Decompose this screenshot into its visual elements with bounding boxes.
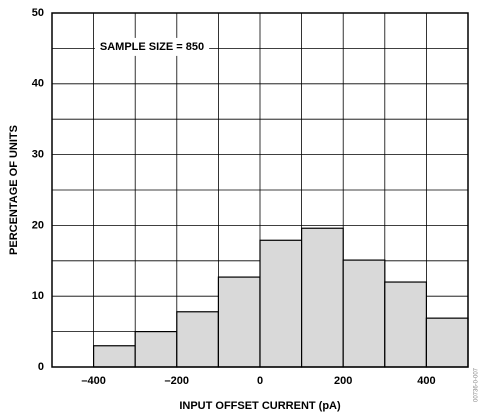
bar: [425, 317, 469, 368]
y-tick-label: 50: [32, 7, 44, 19]
bar: [259, 239, 303, 368]
bar: [134, 331, 178, 368]
y-axis-title: PERCENTAGE OF UNITS: [8, 125, 20, 255]
bar: [301, 227, 344, 368]
annotation-box: [94, 37, 210, 56]
annotation: SAMPLE SIZE = 850: [100, 41, 204, 53]
y-tick-label: 20: [32, 219, 44, 231]
bar: [92, 345, 136, 368]
plot-frame: [51, 12, 469, 368]
x-axis-title: INPUT OFFSET CURRENT (pA): [179, 400, 341, 412]
bar: [176, 311, 220, 368]
x-tick-label: –200: [165, 375, 189, 387]
x-tick-label: 200: [334, 375, 352, 387]
figure-id: 00736-0-007: [474, 367, 480, 402]
y-tick-label: 30: [32, 149, 44, 161]
bar: [384, 281, 427, 368]
y-tick-label: 40: [32, 78, 44, 90]
x-tick-label: 400: [417, 375, 435, 387]
x-tick-label: –400: [81, 375, 105, 387]
x-tick-label: 0: [257, 375, 263, 387]
y-tick-label: 10: [32, 290, 44, 302]
bar: [217, 276, 261, 368]
bar: [342, 259, 386, 368]
y-tick-label: 0: [38, 361, 44, 373]
